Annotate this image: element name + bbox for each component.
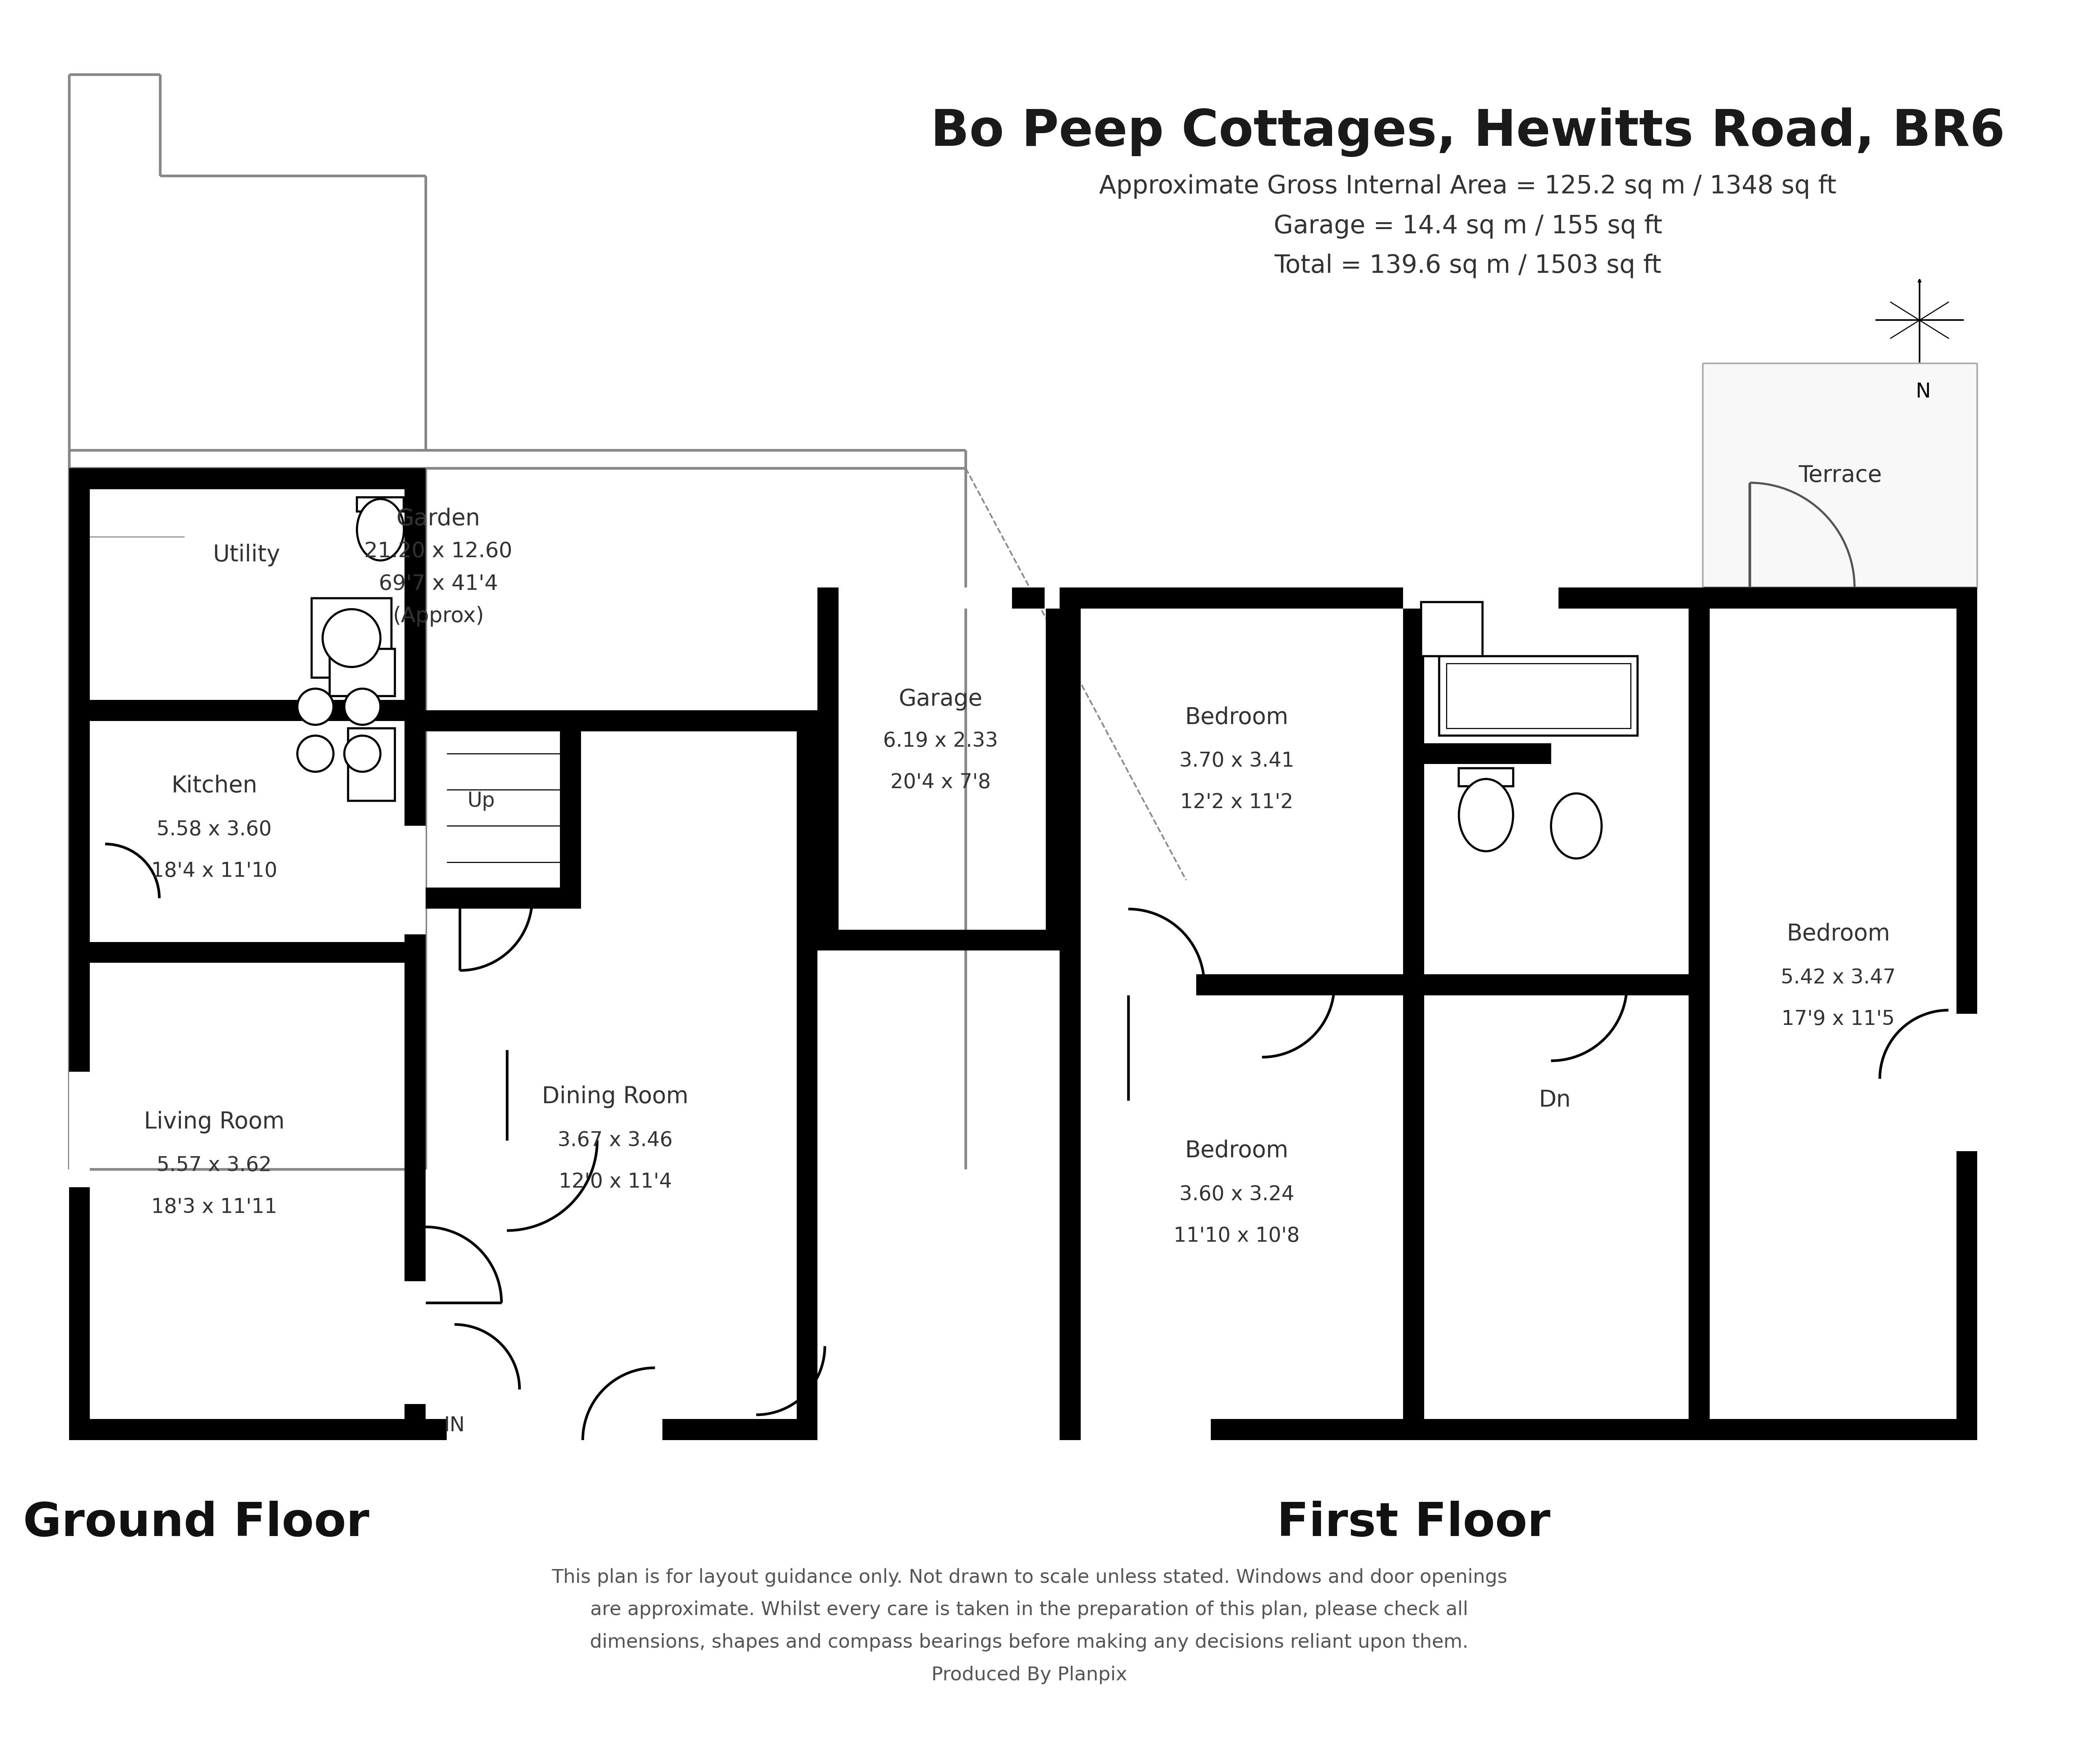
Text: Garage: Garage [899, 689, 983, 712]
Text: 21.20 x 12.60: 21.20 x 12.60 [363, 541, 512, 562]
Bar [838, 588, 1012, 609]
Text: Bo Peep Cottages, Hewitts Road, BR6: Bo Peep Cottages, Hewitts Road, BR6 [930, 108, 2006, 157]
Text: Living Room: Living Room [145, 1111, 286, 1134]
Bar [69, 469, 90, 1441]
Circle shape [344, 689, 380, 726]
Bar [405, 1282, 426, 1404]
Bar [1044, 588, 1153, 609]
Bar [426, 888, 582, 909]
Text: 3.60 x 3.24: 3.60 x 3.24 [1180, 1184, 1294, 1205]
Bar [311, 598, 391, 678]
Text: Terrace: Terrace [1798, 464, 1882, 487]
Text: (Approx): (Approx) [393, 607, 483, 626]
Bar [561, 710, 582, 898]
Bar [69, 942, 426, 963]
Circle shape [298, 736, 334, 773]
Text: 3.70 x 3.41: 3.70 x 3.41 [1180, 752, 1294, 771]
Circle shape [298, 689, 334, 726]
Bar [447, 1420, 563, 1441]
Circle shape [344, 736, 380, 773]
Text: 12'0 x 11'4: 12'0 x 11'4 [559, 1172, 672, 1191]
Bar [426, 1420, 817, 1441]
Text: Kitchen: Kitchen [172, 774, 258, 797]
Text: Up: Up [466, 790, 496, 811]
Ellipse shape [1460, 780, 1514, 851]
Bar [1957, 1013, 1978, 1151]
Bar [1688, 588, 1709, 1441]
Bar [69, 699, 426, 720]
Text: Total = 139.6 sq m / 1503 sq ft: Total = 139.6 sq m / 1503 sq ft [1275, 253, 1661, 279]
Bar [1082, 975, 1197, 996]
Text: are approximate. Whilst every care is taken in the preparation of this plan, ple: are approximate. Whilst every care is ta… [590, 1601, 1468, 1618]
Text: N: N [1915, 382, 1930, 401]
Text: Garden: Garden [397, 508, 481, 530]
Ellipse shape [357, 499, 403, 560]
Text: 18'3 x 11'11: 18'3 x 11'11 [151, 1196, 277, 1217]
Text: 11'10 x 10'8: 11'10 x 10'8 [1174, 1226, 1300, 1245]
Bar [1403, 588, 1424, 1441]
Text: IN: IN [443, 1416, 464, 1435]
Bar [817, 588, 838, 950]
Bar [1422, 602, 1483, 656]
Bar [1460, 767, 1514, 787]
Text: Produced By Planpix: Produced By Planpix [932, 1666, 1128, 1685]
Text: 18'4 x 11'10: 18'4 x 11'10 [151, 862, 277, 881]
Text: 20'4 x 7'8: 20'4 x 7'8 [890, 773, 991, 792]
Text: 3.67 x 3.46: 3.67 x 3.46 [559, 1130, 672, 1151]
Text: 5.57 x 3.62: 5.57 x 3.62 [158, 1156, 271, 1175]
Text: 12'2 x 11'2: 12'2 x 11'2 [1180, 792, 1294, 813]
Text: 5.58 x 3.60: 5.58 x 3.60 [158, 820, 271, 839]
Text: First Floor: First Floor [1277, 1500, 1550, 1545]
Text: 5.42 x 3.47: 5.42 x 3.47 [1781, 968, 1896, 987]
Bar [1082, 1420, 1212, 1441]
Bar [405, 469, 426, 1441]
Bar [1061, 588, 1978, 609]
Text: Bedroom: Bedroom [1184, 1141, 1289, 1163]
Text: Dn: Dn [1539, 1090, 1571, 1113]
Bar [796, 710, 817, 1441]
Bar [1061, 588, 1082, 1441]
Bar [69, 469, 426, 490]
Bar [69, 1071, 90, 1188]
Text: Dining Room: Dining Room [542, 1085, 689, 1107]
Bar [1061, 1420, 1978, 1441]
Bar [357, 497, 403, 511]
Ellipse shape [1552, 794, 1602, 858]
Bar [1403, 588, 1558, 609]
Bar [546, 1420, 662, 1441]
Bar [1439, 656, 1638, 736]
Text: 17'9 x 11'5: 17'9 x 11'5 [1781, 1010, 1894, 1029]
Bar [69, 1420, 426, 1441]
Bar [1703, 363, 1978, 588]
Bar [1447, 663, 1630, 729]
Text: dimensions, shapes and compass bearings before making any decisions reliant upon: dimensions, shapes and compass bearings … [590, 1632, 1468, 1652]
Bar [405, 827, 426, 935]
Text: This plan is for layout guidance only. Not drawn to scale unless stated. Windows: This plan is for layout guidance only. N… [552, 1568, 1508, 1587]
Text: Bedroom: Bedroom [1184, 706, 1289, 729]
Bar [1046, 588, 1067, 950]
Bar [1413, 743, 1552, 764]
Text: Utility: Utility [212, 544, 281, 567]
Bar [817, 930, 1067, 950]
Text: Bedroom: Bedroom [1787, 923, 1890, 945]
Text: Garage = 14.4 sq m / 155 sq ft: Garage = 14.4 sq m / 155 sq ft [1273, 215, 1663, 239]
Text: Ground Floor: Ground Floor [23, 1500, 370, 1545]
Bar [1061, 975, 1699, 996]
Text: 6.19 x 2.33: 6.19 x 2.33 [882, 731, 998, 752]
Bar [817, 588, 1067, 609]
Circle shape [323, 609, 380, 666]
Bar [330, 649, 395, 696]
Bar [349, 729, 395, 800]
Text: 69'7 x 41'4: 69'7 x 41'4 [378, 574, 498, 595]
Bar [1957, 588, 1978, 1441]
Text: Approximate Gross Internal Area = 125.2 sq m / 1348 sq ft: Approximate Gross Internal Area = 125.2 … [1098, 174, 1838, 199]
Bar [426, 710, 817, 731]
